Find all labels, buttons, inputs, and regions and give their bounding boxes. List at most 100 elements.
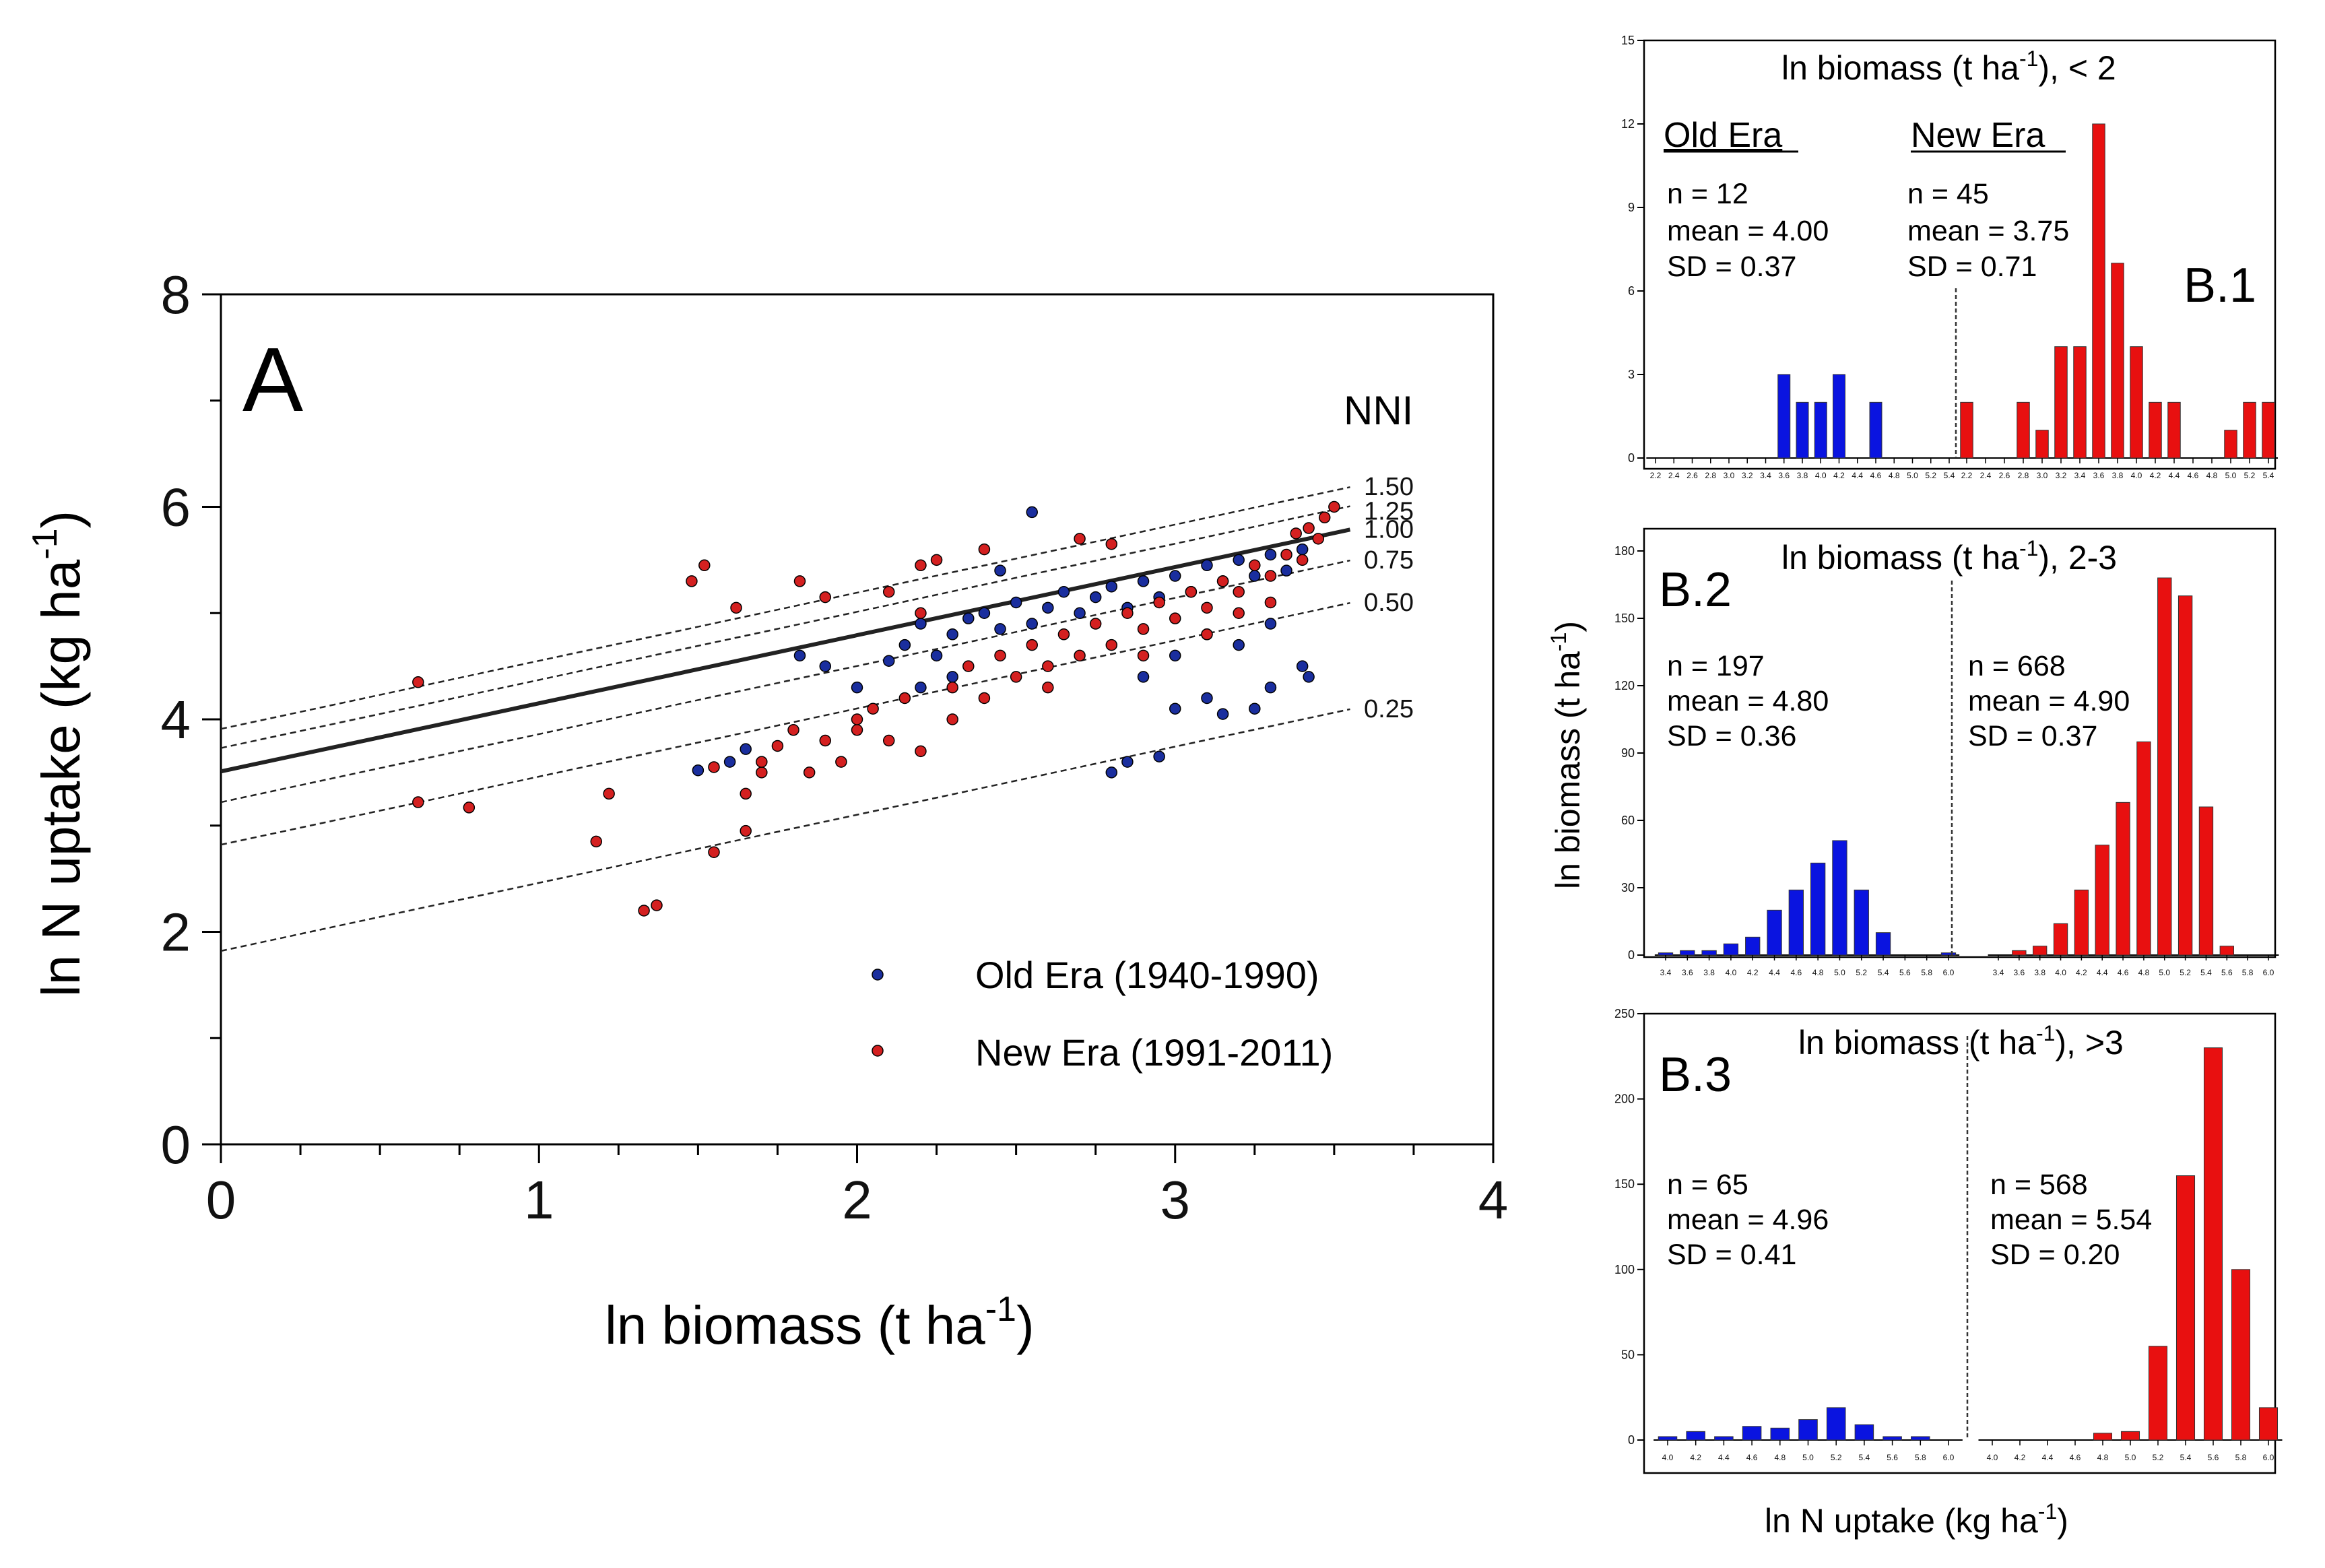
new-era-x-tick-label: 6.0 — [2263, 1453, 2274, 1462]
new-era-x-tick-label: 5.0 — [2225, 471, 2237, 480]
new-era-x-tick-label: 2.4 — [1980, 471, 1992, 480]
old-era-x-tick-label: 3.4 — [1660, 968, 1672, 977]
new-era-bar — [2033, 946, 2048, 956]
b2-old-mean: mean = 4.80 — [1667, 685, 1829, 717]
new-era-point — [882, 585, 895, 598]
y-tick-label: 50 — [1621, 1348, 1635, 1361]
panel-b1-title: ln biomass (t ha-1), < 2 — [1781, 46, 2116, 87]
nni-line-0.25 — [220, 708, 1350, 952]
old-era-bar — [1854, 889, 1869, 956]
new-era-point — [1312, 533, 1325, 545]
new-era-x-tick-label: 4.4 — [2042, 1453, 2054, 1462]
old-era-point — [1233, 554, 1245, 566]
old-era-bar — [1723, 943, 1739, 956]
old-era-x-tick-label: 4.6 — [1746, 1453, 1758, 1462]
old-era-bar — [1770, 1427, 1790, 1441]
y-tick-label: 150 — [1614, 612, 1635, 625]
new-era-x-tick-label: 5.2 — [2244, 471, 2256, 480]
new-era-point — [1169, 612, 1181, 624]
b1-new-mean: mean = 3.75 — [1907, 215, 2069, 247]
y-tick-label: 180 — [1614, 544, 1635, 558]
old-era-bar — [1911, 1436, 1930, 1441]
new-era-point — [835, 756, 847, 768]
old-era-bar — [1714, 1436, 1734, 1441]
new-era-bar — [2148, 1346, 2168, 1441]
x-tick-label: 4 — [1478, 1170, 1509, 1230]
b3-new-n: n = 568 — [1990, 1169, 2088, 1201]
old-era-x-tick-label: 6.0 — [1943, 968, 1955, 977]
new-era-point — [1185, 585, 1198, 598]
y-tick-label: 8 — [161, 265, 191, 325]
old-era-bar — [1796, 401, 1809, 459]
panel-b1-plot: 0 3 6 9 12 15 2.2 2.4 2.6 2.8 3.0 3.2 3.4 3.6 3.8 4.0 4.… — [1621, 34, 2278, 480]
nni-line-0.75 — [220, 559, 1350, 804]
old-era-bar — [1833, 374, 1845, 459]
new-era-point — [994, 649, 1006, 662]
new-era-x-tick-label: 4.2 — [2015, 1453, 2026, 1462]
b1-old-sd: SD = 0.37 — [1667, 251, 1796, 283]
b3-new-mean: mean = 5.54 — [1990, 1204, 2152, 1236]
new-era-x-tick-label: 4.4 — [2169, 471, 2180, 480]
new-era-x-tick-label: 4.8 — [2138, 968, 2150, 977]
old-era-point — [1121, 756, 1134, 768]
panel-b3-title: ln biomass (t ha-1), >3 — [1798, 1021, 2124, 1061]
old-era-bar — [1701, 950, 1717, 956]
y-tick-label: 9 — [1628, 201, 1635, 214]
y-tick-label: 60 — [1621, 814, 1635, 827]
new-era-point — [1057, 628, 1070, 641]
old-era-bar — [1854, 1424, 1874, 1441]
old-era-x-tick-label: 5.2 — [1831, 1453, 1842, 1462]
new-era-bar — [2243, 401, 2256, 459]
new-era-point — [1074, 533, 1086, 545]
new-era-bar — [2167, 401, 2181, 459]
new-era-point — [1233, 585, 1245, 598]
old-era-x-tick-label: 4.0 — [1726, 968, 1737, 977]
b3-old-n: n = 65 — [1667, 1169, 1748, 1201]
new-era-x-tick-label: 4.0 — [1987, 1453, 1998, 1462]
new-era-x-tick-label: 5.6 — [2221, 968, 2233, 977]
new-era-bar — [2095, 845, 2109, 956]
new-era-bar — [2053, 923, 2068, 956]
b2-new-mean: mean = 4.90 — [1968, 685, 2130, 717]
new-era-x-tick-label: 4.8 — [2097, 1453, 2109, 1462]
old-era-x-tick-label: 4.4 — [1718, 1453, 1730, 1462]
old-era-x-tick-label: 5.8 — [1921, 968, 1932, 977]
new-era-bar — [2017, 401, 2030, 459]
new-era-x-tick-label: 3.8 — [2034, 968, 2045, 977]
nni-line-1.00 — [220, 527, 1351, 774]
old-era-bar — [1658, 952, 1674, 956]
y-tick-label: 4 — [161, 690, 191, 750]
x-tick-label: 3 — [1160, 1170, 1191, 1230]
old-era-point — [994, 564, 1006, 577]
new-era-x-tick-label: 3.4 — [2074, 471, 2086, 480]
legend-old-marker — [872, 969, 884, 981]
old-era-bar — [1686, 1431, 1705, 1441]
new-era-bar — [2074, 889, 2089, 956]
old-era-point — [1233, 639, 1245, 651]
old-era-x-tick-label: 3.0 — [1724, 471, 1735, 480]
new-era-point — [1280, 548, 1292, 561]
y-tick-label: 120 — [1614, 679, 1635, 692]
new-era-point — [1105, 639, 1118, 651]
new-era-point — [819, 734, 832, 747]
panel-a-label: A — [242, 329, 303, 430]
new-era-x-tick-label: 5.0 — [2125, 1453, 2136, 1462]
new-era-point — [1264, 596, 1277, 609]
new-era-point — [686, 575, 698, 587]
old-era-point — [1137, 575, 1150, 587]
new-era-point — [756, 756, 768, 768]
old-era-point — [1026, 506, 1038, 519]
old-era-x-tick-label: 3.6 — [1778, 471, 1790, 480]
new-era-point — [1249, 559, 1261, 572]
new-era-x-tick-label: 5.2 — [2153, 1453, 2164, 1462]
new-era-x-tick-label: 5.4 — [2200, 968, 2212, 977]
old-era-x-tick-label: 4.4 — [1852, 471, 1863, 480]
nni-line-1.25 — [220, 505, 1350, 749]
panel-b2-title: ln biomass (t ha-1), 2-3 — [1781, 536, 2117, 577]
old-era-point — [930, 649, 943, 662]
old-era-point — [946, 628, 958, 641]
old-era-point — [1153, 750, 1165, 762]
new-era-x-tick-label: 3.2 — [2056, 471, 2067, 480]
new-era-point — [771, 740, 784, 752]
old-era-x-tick-label: 5.4 — [1878, 968, 1889, 977]
